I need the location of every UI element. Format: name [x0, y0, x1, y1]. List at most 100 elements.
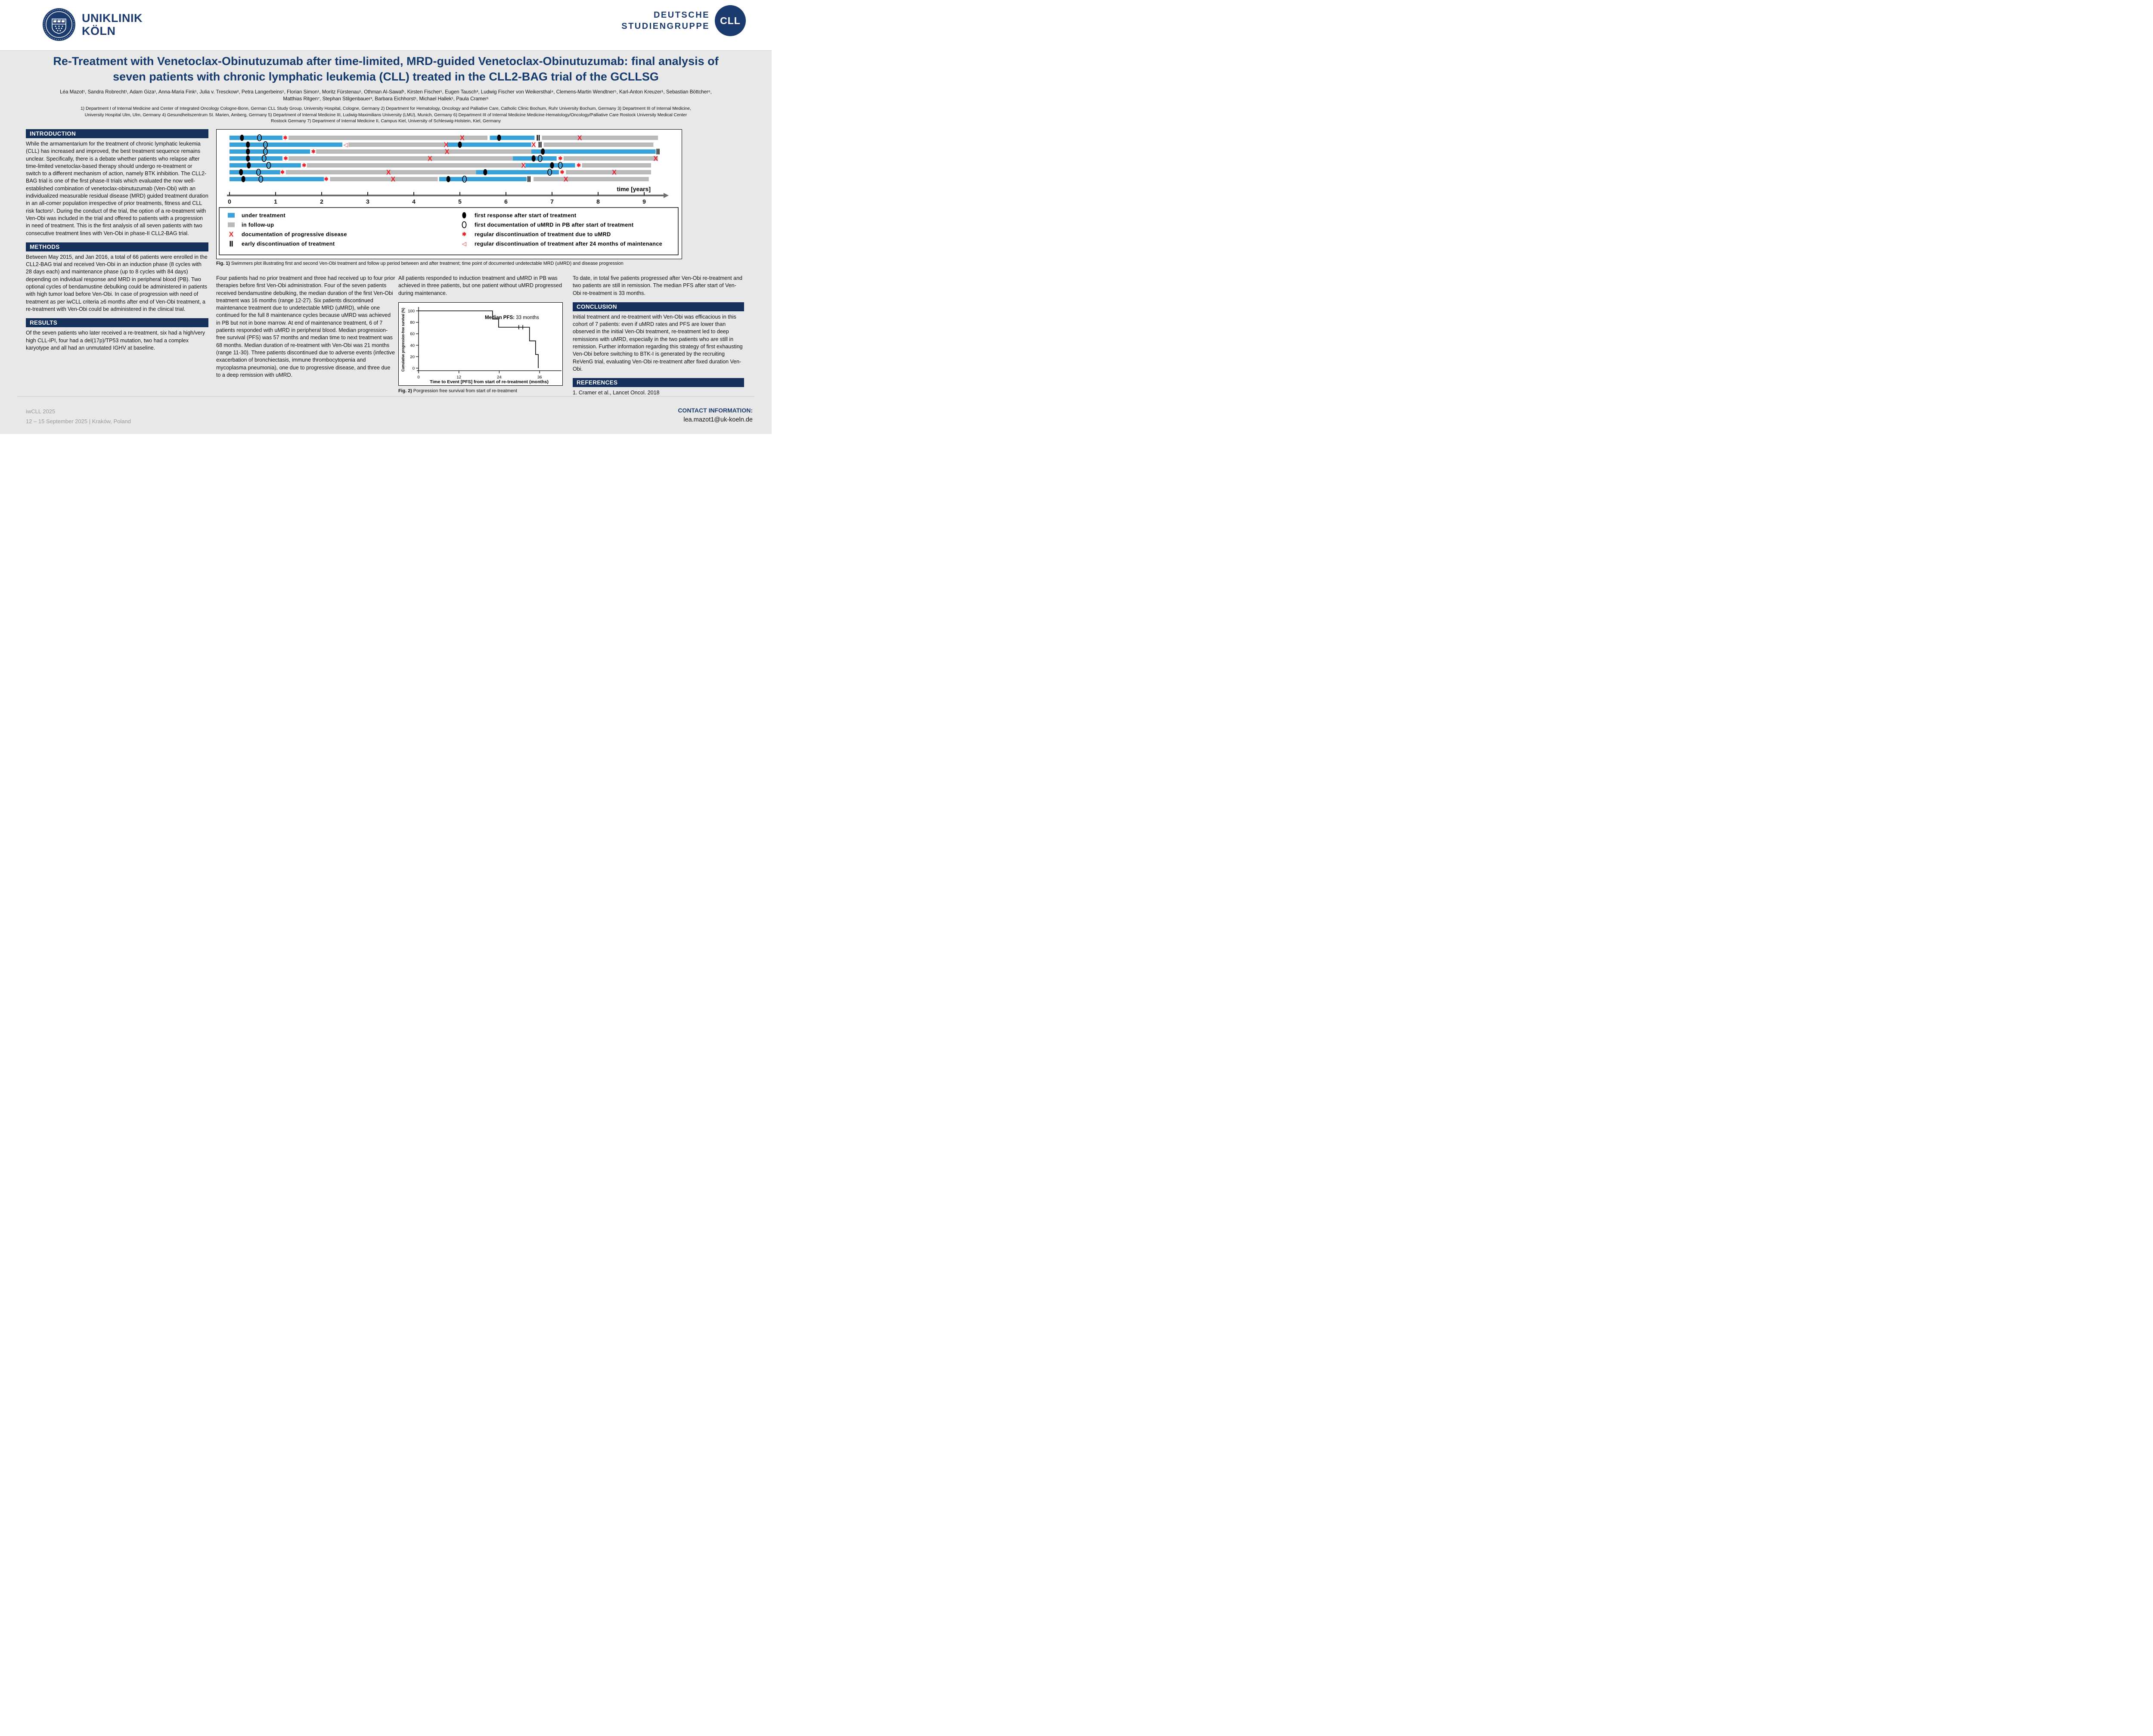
followup-segment — [566, 170, 651, 174]
svg-text:0: 0 — [228, 198, 231, 205]
svg-text:0: 0 — [413, 366, 415, 371]
swimmer-row: ✱ X X — [230, 134, 658, 142]
umrd-marker — [537, 155, 543, 162]
page-title: Re-Treatment with Venetoclax-Obinutuzuma… — [30, 53, 741, 84]
fig2-y-label: Cumulative progression-free survival (%) — [401, 308, 405, 372]
umrd-marker — [263, 141, 268, 149]
svg-text:12: 12 — [456, 375, 461, 380]
right-column: To date, in total five patients progress… — [573, 275, 744, 402]
followup-segment — [330, 177, 438, 181]
title-line1: Re-Treatment with Venetoclax-Obinutuzuma… — [53, 55, 719, 68]
svg-text:8: 8 — [596, 198, 600, 205]
response-marker — [246, 148, 250, 155]
svg-text:36: 36 — [537, 375, 542, 380]
umrd-discontinuation-marker: ✱ — [558, 155, 562, 161]
legend-item: first response after start of treatment — [462, 212, 577, 219]
followup-segment — [288, 136, 488, 140]
progression-marker: X — [564, 176, 568, 183]
fig1-legend-box — [219, 207, 679, 255]
conclusion-body: Initial treatment and re-treatment with … — [573, 313, 743, 372]
authors-line1: Léa Mazot¹, Sandra Robrecht¹, Adam Giza¹… — [60, 89, 712, 95]
svg-text:2: 2 — [320, 198, 323, 205]
treatment-segment — [439, 177, 527, 181]
umrd-discontinuation-marker: ✱ — [284, 155, 288, 161]
maintenance-discontinuation-marker: ◁ — [344, 142, 348, 148]
swimmer-row: ✱ X X — [230, 175, 649, 183]
svg-text:100: 100 — [408, 309, 415, 313]
progression-marker: X — [229, 231, 234, 239]
header: UNIKLINIK KÖLN DEUTSCHE STUDIENGRUPPE CL… — [0, 0, 772, 51]
affiliations: 1) Department I of Internal Medicine and… — [24, 106, 748, 125]
treatment-segment — [230, 136, 283, 140]
umrd-discontinuation-marker: ✱ — [302, 162, 306, 168]
early-stop-marker — [538, 142, 540, 148]
treatment-segment — [230, 149, 310, 154]
progression-marker: X — [577, 135, 582, 142]
umrd-discontinuation-marker: ✱ — [311, 149, 316, 155]
umrd-marker — [266, 161, 271, 169]
umrd-discontinuation-marker: ✱ — [577, 162, 581, 168]
response-marker — [531, 155, 536, 162]
dsg-line1: DEUTSCHE — [653, 10, 710, 20]
affiliations-line2: University Hospital Ulm, Ulm, Germany 4)… — [84, 112, 687, 118]
swimmer-row: ◁ X X — [230, 141, 654, 149]
progression-marker: X — [460, 135, 465, 142]
figure2-caption-label: Fig. 2) — [398, 388, 412, 394]
svg-text:60: 60 — [410, 332, 415, 337]
followup-segment — [542, 136, 658, 140]
midcol2-body: All patients responded to induction trea… — [398, 275, 562, 296]
svg-text:3: 3 — [366, 198, 369, 205]
treatment-segment — [230, 143, 343, 147]
footer-event-info: iwCLL 2025 12 – 15 September 2025 | Krak… — [26, 406, 131, 426]
umrd-discontinuation-marker: ✱ — [324, 176, 329, 182]
followup-segment — [543, 143, 654, 147]
early-stop-marker — [537, 135, 538, 141]
swimmer-row: ✱ X — [230, 148, 660, 156]
response-marker — [497, 134, 501, 141]
umrd-marker — [257, 134, 262, 142]
middle-column-2: All patients responded to induction trea… — [398, 275, 563, 394]
conclusion-heading: CONCLUSION — [573, 302, 744, 311]
treatment-segment — [230, 177, 324, 181]
swimmer-row: ✱ X ✱ X — [230, 168, 651, 177]
left-column: INTRODUCTION While the armamentarium for… — [26, 129, 208, 357]
contact-email: lea.mazot1@uk-koeln.de — [683, 416, 753, 423]
early-stop-marker — [527, 176, 529, 182]
treatment-segment — [230, 163, 301, 167]
legend-item: early discontinuation of treatment — [230, 241, 335, 247]
response-marker — [241, 176, 245, 183]
treatment-segment — [230, 170, 280, 174]
progression-marker: X — [391, 176, 396, 183]
figure2-caption-text: Porgression free survival from start of … — [412, 388, 518, 394]
svg-text:early discontinuation of treat: early discontinuation of treatment — [242, 241, 335, 247]
progression-marker: X — [428, 155, 432, 163]
umrd-marker — [258, 175, 264, 183]
followup-segment — [316, 149, 531, 154]
response-marker — [458, 141, 462, 148]
rightcol-body: To date, in total five patients progress… — [573, 275, 742, 296]
umrd-marker — [462, 221, 467, 229]
methods-body: Between May 2015, and Jan 2016, a total … — [26, 254, 208, 312]
svg-text:in follow-up: in follow-up — [242, 222, 274, 228]
svg-text:24: 24 — [497, 375, 502, 380]
followup-segment — [307, 163, 524, 167]
figure2-pfs-plot: 0 20 40 60 80 100 0 12 24 36 Time to Event [PFS] f… — [398, 302, 563, 386]
authors-line2: Matthias Ritgen⁷, Stephan Stilgenbauer³,… — [283, 96, 489, 102]
early-stop-marker — [230, 241, 231, 247]
fig2-annotation: Median PFS: 33 months — [485, 315, 539, 320]
response-marker — [247, 162, 251, 169]
umrd-marker — [261, 155, 267, 162]
figure1-caption: Fig. 1) Swimmers plot illustrating first… — [216, 261, 683, 267]
introduction-body: While the armamentarium for the treatmen… — [26, 141, 208, 236]
svg-text:80: 80 — [410, 320, 415, 325]
figure1-caption-label: Fig. 1) — [216, 261, 230, 266]
svg-text:20: 20 — [410, 355, 415, 360]
uniklinik-koeln-logo: UNIKLINIK KÖLN — [42, 8, 143, 41]
svg-text:first response after start of: first response after start of treatment — [475, 212, 577, 219]
maintenance-discontinuation-marker: ◁ — [462, 241, 466, 247]
progression-marker: X — [653, 155, 658, 163]
svg-text:7: 7 — [550, 198, 554, 205]
methods-heading: METHODS — [26, 242, 208, 251]
